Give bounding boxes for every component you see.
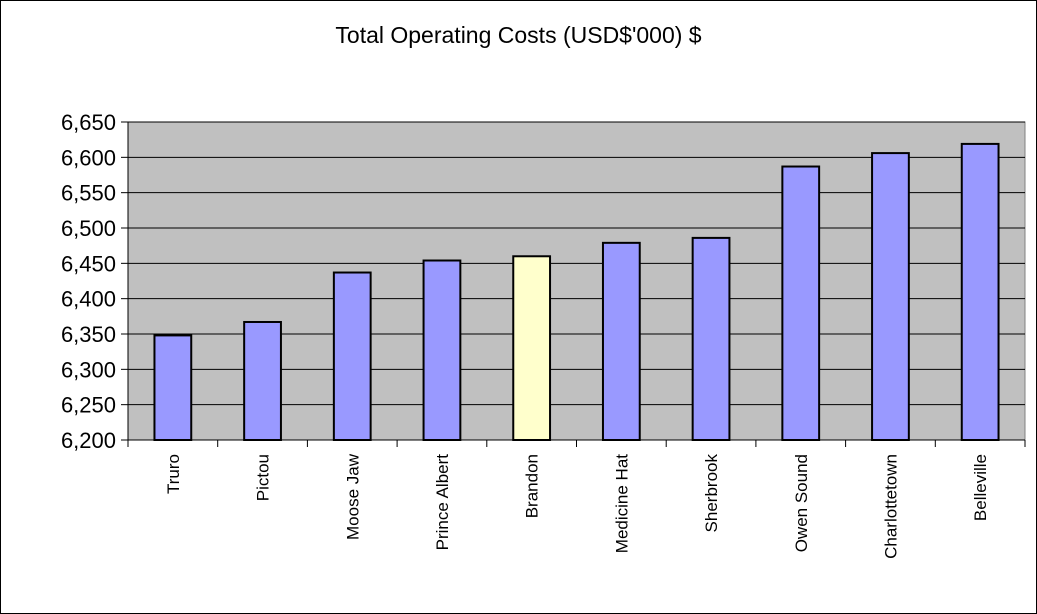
bar-prince-albert: [422, 259, 462, 441]
y-tick-label: 6,600: [61, 145, 116, 170]
bar-pictou: [243, 320, 282, 441]
x-tick-label: Truro: [164, 454, 183, 494]
bar-medicine-hat: [601, 241, 641, 441]
y-tick-label: 6,450: [61, 251, 116, 276]
bars: [153, 142, 1000, 442]
y-axis: 6,200 6,250 6,300 6,350 6,400 6,450 6,500 6,550…: [61, 110, 129, 453]
bar-truro: [153, 334, 193, 441]
x-tick-label: Charlottetown: [881, 454, 900, 559]
bar-belleville: [960, 142, 1000, 441]
x-tick-label: Medicine Hat: [612, 454, 631, 553]
x-tick-label: Sherbrook: [702, 454, 721, 533]
bar-owen-sound: [781, 165, 821, 442]
x-tick-label: Owen Sound: [792, 454, 811, 552]
y-tick-label: 6,500: [61, 216, 116, 241]
x-tick-label: Pictou: [254, 454, 273, 501]
y-tick-label: 6,350: [61, 322, 116, 347]
bar-moose-jaw: [332, 271, 372, 441]
y-tick-label: 6,400: [61, 287, 116, 312]
y-tick-label: 6,200: [61, 428, 116, 453]
x-tick-label: Belleville: [971, 454, 990, 521]
bar-sherbrook: [691, 236, 731, 441]
x-tick-label: Brandon: [523, 454, 542, 518]
bar-charlottetown: [871, 152, 910, 442]
y-tick-label: 6,300: [61, 357, 116, 382]
x-tick-label: Moose Jaw: [343, 453, 362, 540]
chart-title: Total Operating Costs (USD$'000) $: [335, 22, 702, 48]
y-tick-label: 6,650: [61, 110, 116, 135]
bar-brandon: [512, 255, 552, 441]
y-tick-label: 6,250: [61, 393, 116, 418]
x-axis: Truro Pictou Moose Jaw Prince Albert Brandon…: [127, 439, 1026, 559]
y-tick-label: 6,550: [61, 181, 116, 206]
x-tick-label: Prince Albert: [433, 454, 452, 551]
